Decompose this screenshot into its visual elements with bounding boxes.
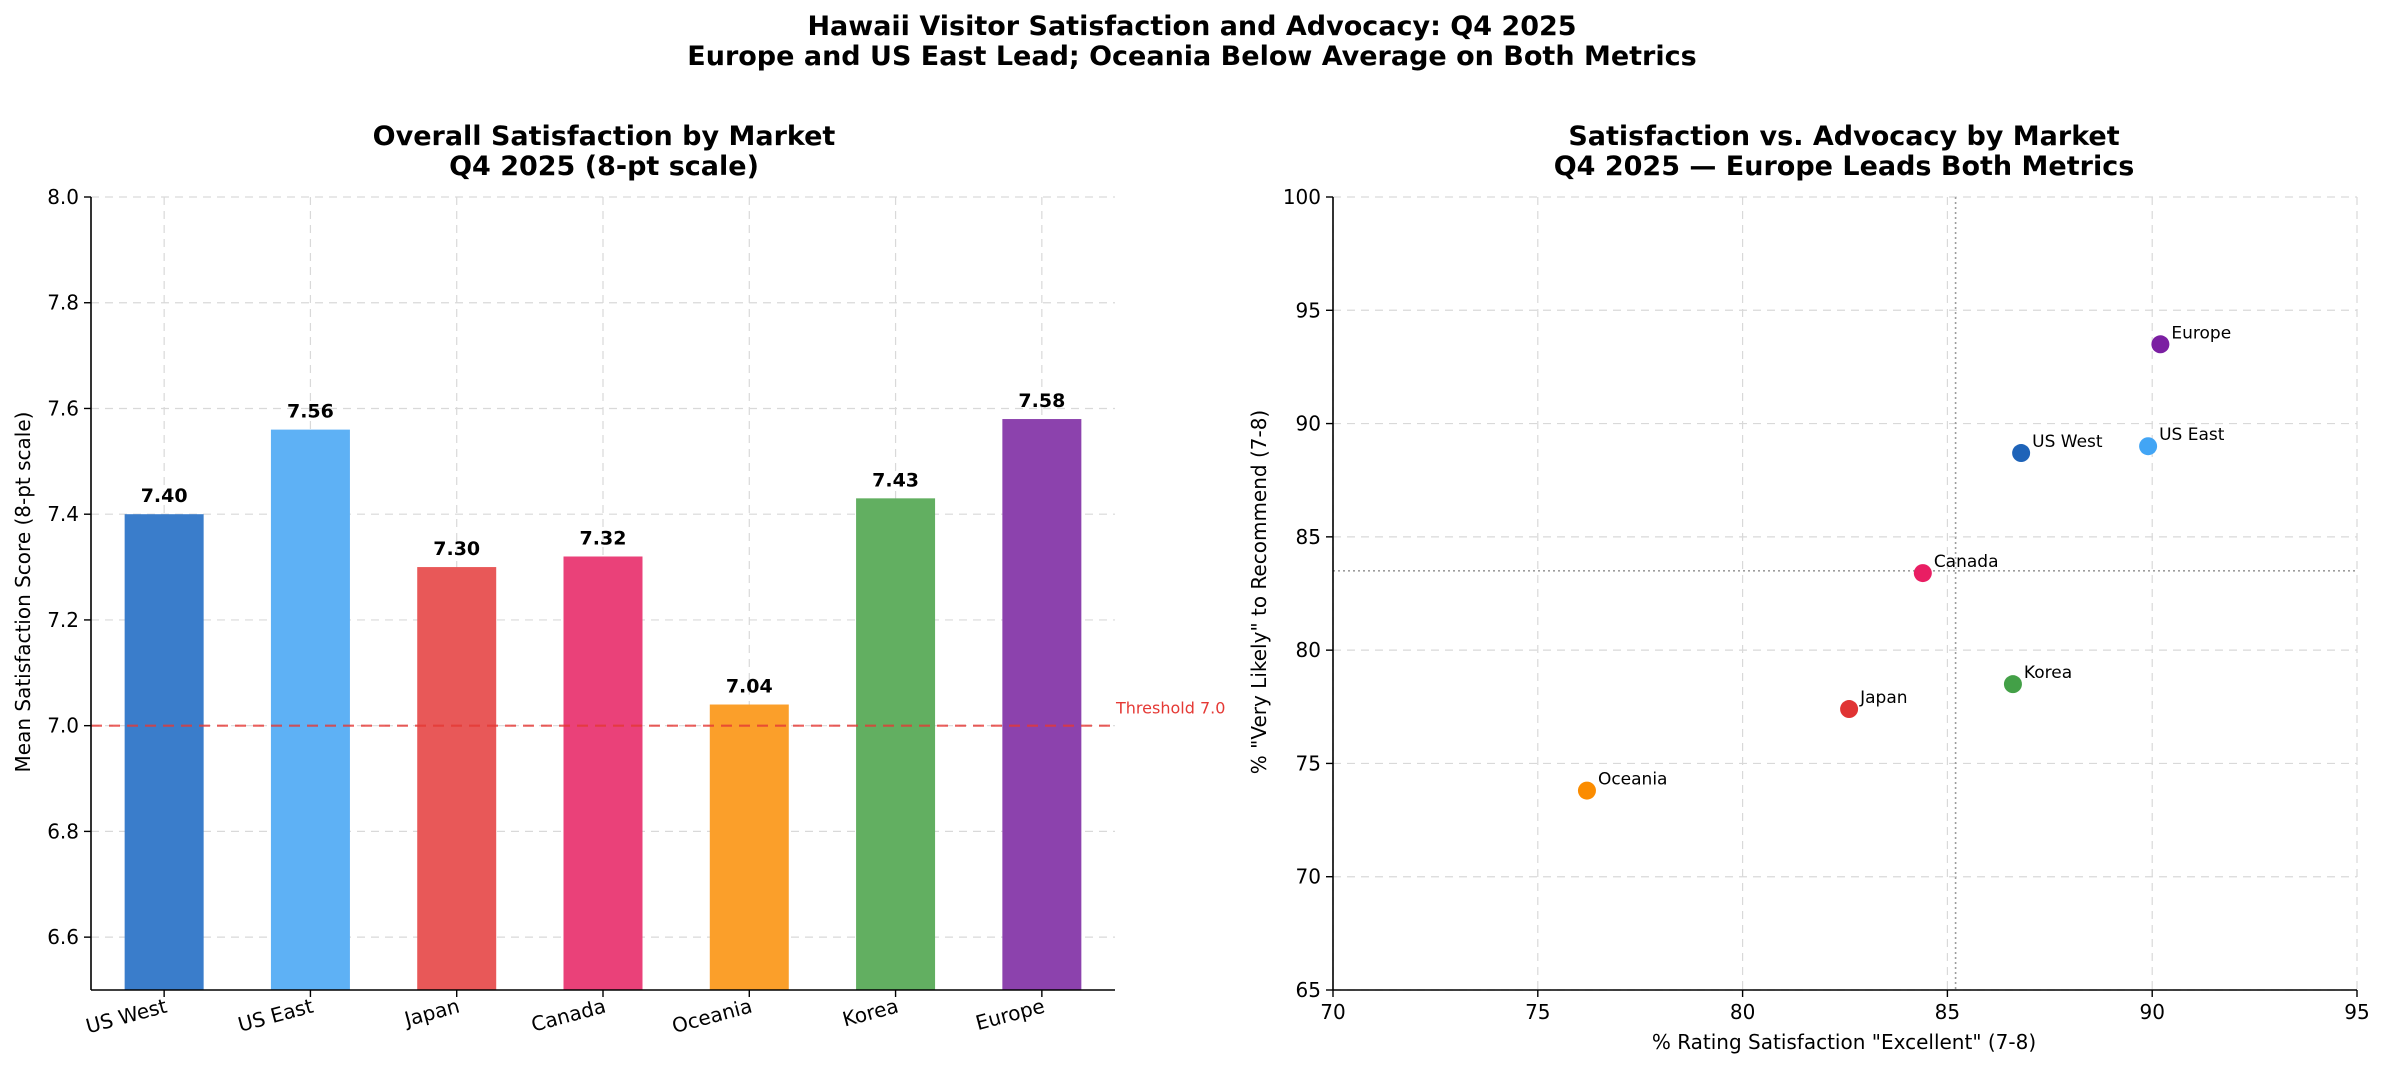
scatter-chart-y-tick-label: 95 [1296,298,1321,322]
scatter-chart-y-tick-label: 65 [1296,978,1321,1002]
point-label-us-west: US West [2032,432,2103,452]
bar-chart-y-tick-label: 7.6 [47,396,79,420]
point-japan [1840,700,1859,719]
scatter-chart-y-tick-label: 85 [1296,525,1321,549]
figure-title: Hawaii Visitor Satisfaction and Advocacy… [807,11,1576,42]
bar-value-label: 7.32 [580,527,627,549]
bar-oceania [709,704,789,990]
scatter-chart: Satisfaction vs. Advocacy by Market Q4 2… [1247,121,2370,1054]
bar-value-label: 7.56 [287,401,334,423]
bar-chart-y-tick-label: 7.8 [47,291,79,315]
point-label-korea: Korea [2024,663,2072,683]
bar-chart-x-tick-label: Oceania [669,994,754,1038]
point-canada [1913,564,1932,583]
scatter-chart-y-axis-label: % "Very Likely" to Recommend (7-8) [1247,410,1271,774]
bar-chart-x-tick-label: Japan [400,994,462,1032]
bar-value-label: 7.40 [141,485,188,507]
scatter-chart-y-tick-label: 90 [1296,412,1321,436]
point-label-oceania: Oceania [1598,770,1668,790]
scatter-chart-x-tick-label: 85 [1935,1000,1960,1024]
bar-chart-y-tick-label: 7.2 [47,608,79,632]
bar-chart-y-tick-label: 6.8 [47,819,79,843]
point-label-canada: Canada [1934,552,1999,572]
bar-chart-title: Overall Satisfaction by Market [373,121,836,152]
bar-chart-subtitle: Q4 2025 (8-pt scale) [449,151,759,182]
bar-chart-x-tick-label: Korea [840,994,901,1032]
point-label-europe: Europe [2171,323,2231,343]
bar-chart-x-tick-label: US West [83,994,169,1039]
bar-chart-y-tick-label: 6.6 [47,925,79,949]
scatter-chart-title: Satisfaction vs. Advocacy by Market [1568,121,2119,152]
scatter-chart-x-tick-label: 80 [1730,1000,1755,1024]
bar-value-label: 7.30 [433,538,480,560]
bar-japan [417,567,497,990]
scatter-chart-y-tick-label: 75 [1296,751,1321,775]
threshold-label: Threshold 7.0 [1115,699,1225,718]
point-label-us-east: US East [2159,425,2225,445]
scatter-chart-x-axis-label: % Rating Satisfaction "Excellent" (7-8) [1652,1030,2036,1054]
scatter-chart-x-tick-label: 95 [2344,1000,2369,1024]
scatter-chart-y-tick-label: 100 [1283,185,1321,209]
bar-us-east [270,429,350,990]
scatter-chart-y-tick-label: 80 [1296,638,1321,662]
scatter-chart-x-tick-label: 90 [2139,1000,2164,1024]
point-label-japan: Japan [1859,688,1907,708]
bar-canada [563,556,643,990]
bar-europe [1002,419,1082,990]
scatter-chart-y-tick-label: 70 [1296,865,1321,889]
bar-value-label: 7.58 [1018,390,1065,412]
point-oceania [1577,781,1596,800]
bar-us-west [124,514,204,990]
scatter-chart-x-tick-label: 70 [1320,1000,1345,1024]
scatter-chart-x-tick-label: 75 [1525,1000,1550,1024]
point-us-east [2139,437,2158,456]
bar-chart-y-tick-label: 8.0 [47,185,79,209]
bar-korea [856,498,936,990]
bar-chart-y-axis-label: Mean Satisfaction Score (8-pt scale) [11,412,35,773]
point-europe [2151,335,2170,354]
bar-chart: Overall Satisfaction by Market Q4 2025 (… [11,121,1225,1038]
bar-chart-x-tick-label: US East [235,994,316,1037]
bar-chart-y-tick-label: 7.4 [47,502,79,526]
bar-chart-y-tick-label: 7.0 [47,714,79,738]
figure-subtitle: Europe and US East Lead; Oceania Below A… [687,41,1696,72]
scatter-chart-subtitle: Q4 2025 — Europe Leads Both Metrics [1554,151,2135,182]
bar-value-label: 7.04 [726,676,773,698]
bar-chart-x-tick-label: Canada [529,994,609,1037]
point-us-west [2012,444,2031,463]
point-korea [2003,675,2022,694]
bar-chart-x-tick-label: Europe [973,994,1047,1035]
bar-value-label: 7.43 [872,469,919,491]
